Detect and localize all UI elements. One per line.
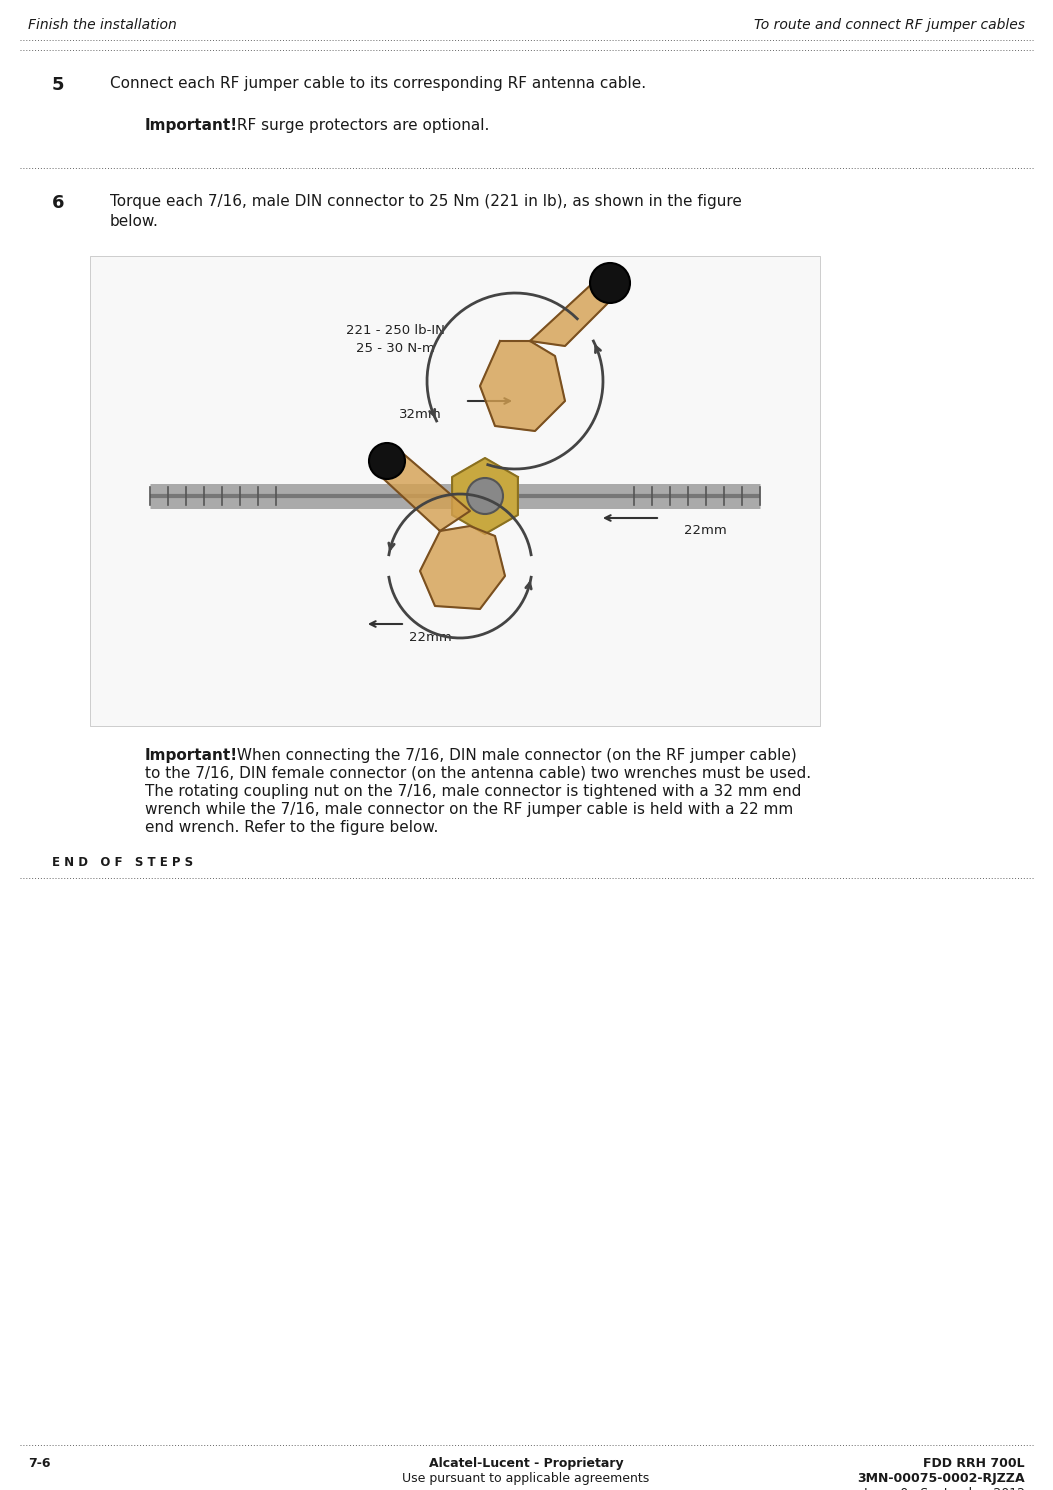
Circle shape bbox=[369, 443, 405, 478]
Text: To route and connect RF jumper cables: To route and connect RF jumper cables bbox=[754, 18, 1025, 31]
Text: 25 - 30 N-m: 25 - 30 N-m bbox=[356, 343, 435, 355]
Text: below.: below. bbox=[110, 215, 159, 229]
Text: 7-6: 7-6 bbox=[28, 1457, 51, 1471]
Text: The rotating coupling nut on the 7/16, male connector is tightened with a 32 mm : The rotating coupling nut on the 7/16, m… bbox=[145, 784, 801, 799]
Polygon shape bbox=[452, 457, 518, 533]
Text: 221 - 250 lb-IN: 221 - 250 lb-IN bbox=[345, 323, 444, 337]
Text: 32mm: 32mm bbox=[399, 408, 441, 422]
Text: 6: 6 bbox=[52, 194, 64, 212]
Circle shape bbox=[590, 264, 630, 302]
Text: to the 7/16, DIN female connector (on the antenna cable) two wrenches must be us: to the 7/16, DIN female connector (on th… bbox=[145, 766, 811, 781]
Circle shape bbox=[466, 478, 503, 514]
Text: end wrench. Refer to the figure below.: end wrench. Refer to the figure below. bbox=[145, 820, 438, 834]
Text: 22mm: 22mm bbox=[409, 630, 452, 644]
Text: Important!: Important! bbox=[145, 118, 238, 133]
FancyBboxPatch shape bbox=[90, 256, 820, 726]
Text: E N D   O F   S T E P S: E N D O F S T E P S bbox=[52, 855, 193, 869]
Text: FDD RRH 700L: FDD RRH 700L bbox=[923, 1457, 1025, 1471]
Text: 5: 5 bbox=[52, 76, 64, 94]
Text: wrench while the 7/16, male connector on the RF jumper cable is held with a 22 m: wrench while the 7/16, male connector on… bbox=[145, 802, 793, 817]
Text: Use pursuant to applicable agreements: Use pursuant to applicable agreements bbox=[402, 1472, 650, 1486]
Text: Connect each RF jumper cable to its corresponding RF antenna cable.: Connect each RF jumper cable to its corr… bbox=[110, 76, 647, 91]
Polygon shape bbox=[420, 526, 505, 609]
Text: 22mm: 22mm bbox=[683, 524, 727, 536]
Polygon shape bbox=[480, 341, 565, 431]
Text: Finish the installation: Finish the installation bbox=[28, 18, 177, 31]
Text: Issue 0   September 2012: Issue 0 September 2012 bbox=[865, 1487, 1025, 1490]
Text: 3MN-00075-0002-RJZZA: 3MN-00075-0002-RJZZA bbox=[857, 1472, 1025, 1486]
Polygon shape bbox=[530, 282, 625, 346]
Text: When connecting the 7/16, DIN male connector (on the RF jumper cable): When connecting the 7/16, DIN male conne… bbox=[232, 748, 797, 763]
Text: Alcatel-Lucent - Proprietary: Alcatel-Lucent - Proprietary bbox=[429, 1457, 623, 1471]
Polygon shape bbox=[375, 451, 470, 530]
Text: Important!: Important! bbox=[145, 748, 238, 763]
Text: RF surge protectors are optional.: RF surge protectors are optional. bbox=[232, 118, 490, 133]
Text: Torque each 7/16, male DIN connector to 25 Nm (221 in lb), as shown in the figur: Torque each 7/16, male DIN connector to … bbox=[110, 194, 742, 209]
